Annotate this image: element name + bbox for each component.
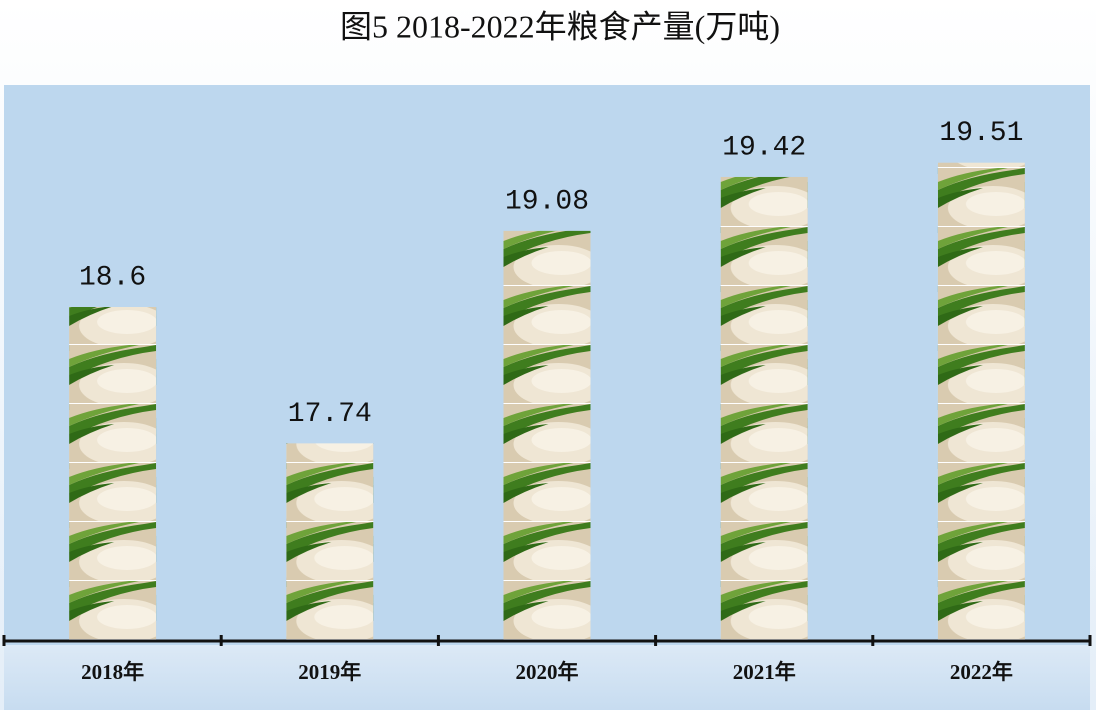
value-label: 19.08 <box>505 186 589 217</box>
bar <box>937 162 1025 640</box>
bar <box>286 443 374 640</box>
bar <box>503 230 591 640</box>
x-tick-label: 2021年 <box>733 660 796 684</box>
chart-title: 图5 2018-2022年粮食产量(万吨) <box>340 8 780 44</box>
x-tick-label: 2022年 <box>950 660 1013 684</box>
x-tick-label: 2018年 <box>81 660 144 684</box>
value-label: 19.42 <box>722 132 806 163</box>
value-label: 17.74 <box>288 399 372 430</box>
value-label: 18.6 <box>79 262 146 293</box>
bar <box>69 307 157 640</box>
value-label: 19.51 <box>939 118 1023 149</box>
x-tick-label: 2020年 <box>516 660 579 684</box>
bar <box>720 176 808 640</box>
axis-band <box>4 645 1090 710</box>
x-tick-label: 2019年 <box>298 660 361 684</box>
